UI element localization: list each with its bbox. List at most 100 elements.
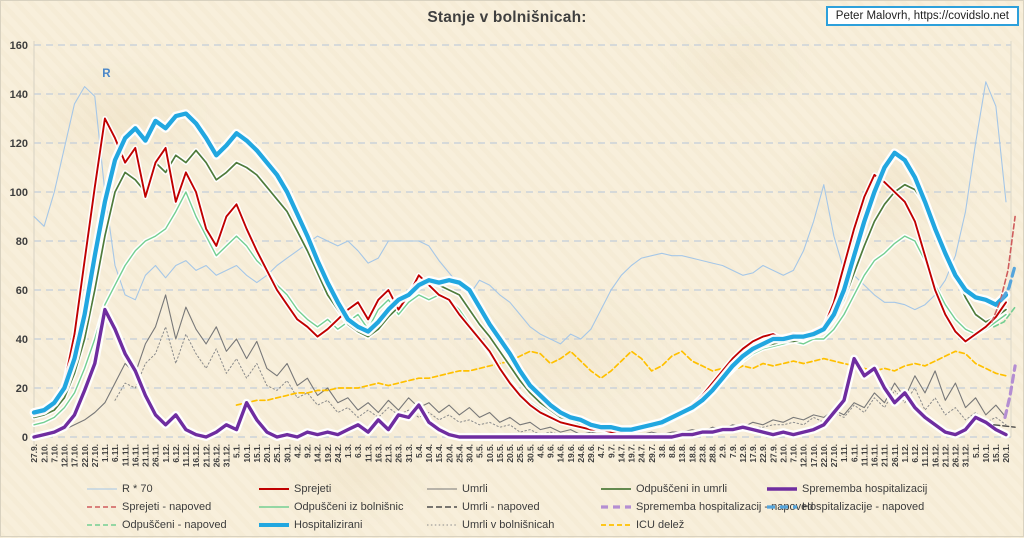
svg-text:23.8.: 23.8. [698, 444, 708, 463]
svg-text:9.2.: 9.2. [303, 444, 313, 458]
legend-swatch-hospitalizirani [259, 523, 289, 527]
svg-text:21.11.: 21.11. [141, 444, 151, 467]
svg-text:4.7.: 4.7. [596, 444, 606, 458]
svg-text:2.9.: 2.9. [718, 444, 728, 458]
svg-text:5.5.: 5.5. [475, 444, 485, 458]
svg-text:15.1.: 15.1. [252, 444, 262, 463]
svg-text:22.9.: 22.9. [758, 444, 768, 463]
legend-label-sprememba_napoved: Sprememba hospitalizacij - napoved [636, 501, 814, 513]
legend-item-icu[interactable]: ICU delež [601, 519, 684, 531]
legend-item-umrli_v_bolnisnicah[interactable]: Umrli v bolnišnicah [427, 519, 554, 531]
legend-swatch-umrli [427, 488, 457, 490]
svg-text:17.10.: 17.10. [70, 444, 80, 467]
series-line-sprejeti_napoved [991, 215, 1016, 323]
svg-text:27.9.: 27.9. [768, 444, 778, 463]
svg-text:60: 60 [16, 285, 28, 297]
svg-text:1.11.: 1.11. [839, 444, 849, 462]
svg-text:4.2.: 4.2. [292, 444, 302, 458]
svg-text:20.5.: 20.5. [505, 444, 515, 463]
svg-text:5.1.: 5.1. [232, 444, 242, 458]
legend-label-icu: ICU delež [636, 519, 685, 531]
svg-text:6.12.: 6.12. [910, 444, 920, 463]
legend-item-sprejeti[interactable]: Sprejeti [259, 483, 331, 495]
svg-text:24.2.: 24.2. [333, 444, 343, 463]
svg-text:21.12.: 21.12. [941, 444, 951, 467]
legend-swatch-umrli_v_bolnisnicah [427, 524, 457, 526]
svg-text:28.8.: 28.8. [708, 444, 718, 463]
svg-text:16.11.: 16.11. [130, 444, 140, 467]
legend-label-r70: R * 70 [122, 483, 153, 495]
svg-text:13.8.: 13.8. [677, 444, 687, 463]
legend-label-odpusceni_napoved: Odpuščeni - napoved [122, 519, 227, 531]
svg-text:29.6.: 29.6. [586, 444, 596, 463]
legend-item-sprememba[interactable]: Sprememba hospitalizacij [767, 483, 927, 495]
svg-text:1.12.: 1.12. [900, 444, 910, 463]
legend-item-hospitalizirani[interactable]: Hospitalizirani [259, 519, 362, 531]
svg-text:6.12.: 6.12. [171, 444, 181, 463]
svg-text:14.7.: 14.7. [617, 444, 627, 463]
svg-text:6.3.: 6.3. [353, 444, 363, 458]
series-glow-sprejeti [31, 116, 1009, 435]
svg-text:24.7.: 24.7. [637, 444, 647, 463]
legend-item-umrli[interactable]: Umrli [427, 483, 488, 495]
svg-text:5.4.: 5.4. [414, 444, 424, 458]
series-line-odpusceni_napoved [993, 306, 1016, 328]
svg-text:20: 20 [16, 383, 28, 395]
chart-title: Stanje v bolnišnicah: [427, 9, 587, 26]
legend-label-umrli_napoved: Umrli - napoved [462, 501, 540, 513]
series-line-hospitalizacije_napoved [1000, 263, 1017, 302]
svg-text:26.12.: 26.12. [951, 444, 961, 467]
legend-item-sprejeti_napoved[interactable]: Sprejeti - napoved [87, 501, 211, 513]
legend-item-odpusceni_in_umrli[interactable]: Odpuščeni in umrli [601, 483, 727, 495]
svg-text:7.10.: 7.10. [789, 444, 799, 463]
svg-text:25.1.: 25.1. [272, 444, 282, 463]
svg-text:2.10.: 2.10. [39, 444, 49, 463]
svg-text:14.6.: 14.6. [556, 444, 566, 463]
svg-text:27.10.: 27.10. [90, 444, 100, 467]
svg-text:7.10.: 7.10. [50, 444, 60, 463]
svg-text:25.4.: 25.4. [454, 444, 464, 463]
legend-item-r70[interactable]: R * 70 [87, 483, 153, 495]
svg-text:140: 140 [10, 89, 28, 101]
legend-item-odpusceni_napoved[interactable]: Odpuščeni - napoved [87, 519, 227, 531]
svg-text:22.10.: 22.10. [80, 444, 90, 467]
legend-label-sprejeti_napoved: Sprejeti - napoved [122, 501, 212, 513]
svg-text:120: 120 [10, 138, 28, 150]
svg-text:20.1.: 20.1. [262, 444, 272, 463]
legend-item-odpusceni_iz_bolnisnic[interactable]: Odpuščeni iz bolnišnic [259, 501, 403, 513]
legend-item-sprememba_napoved[interactable]: Sprememba hospitalizacij - napoved [601, 501, 813, 513]
legend-item-umrli_napoved[interactable]: Umrli - napoved [427, 501, 540, 513]
legend-swatch-sprejeti_napoved [87, 506, 117, 508]
svg-text:29.7.: 29.7. [647, 444, 657, 463]
svg-text:1.3.: 1.3. [343, 444, 353, 458]
svg-text:30.4.: 30.4. [465, 444, 475, 463]
legend-swatch-hospitalizacije_napoved [767, 505, 797, 509]
legend-label-odpusceni_in_umrli: Odpuščeni in umrli [636, 483, 728, 495]
svg-text:20.4.: 20.4. [444, 444, 454, 463]
series-line-sprejeti [33, 117, 1007, 434]
svg-text:21.11.: 21.11. [880, 444, 890, 467]
svg-text:19.2.: 19.2. [323, 444, 333, 463]
series-line-hospitalizirani [31, 111, 1009, 432]
svg-text:12.10.: 12.10. [60, 444, 70, 467]
svg-text:20.1.: 20.1. [1001, 444, 1011, 463]
legend-swatch-odpusceni_iz_bolnisnic [259, 506, 289, 508]
svg-text:2.10.: 2.10. [779, 444, 789, 463]
svg-text:18.8.: 18.8. [687, 444, 697, 463]
svg-text:15.5.: 15.5. [495, 444, 505, 463]
svg-text:16.11.: 16.11. [870, 444, 880, 467]
svg-text:12.10.: 12.10. [799, 444, 809, 467]
legend-item-hospitalizacije_napoved[interactable]: Hospitalizacije - napoved [767, 501, 924, 513]
legend-swatch-r70 [87, 488, 117, 490]
svg-text:80: 80 [16, 236, 28, 248]
legend-swatch-umrli_napoved [427, 506, 457, 508]
svg-text:26.11.: 26.11. [890, 444, 900, 467]
svg-text:15.1.: 15.1. [991, 444, 1001, 463]
legend-swatch-icu [601, 524, 631, 526]
svg-text:9.6.: 9.6. [546, 444, 556, 458]
legend-swatch-odpusceni_in_umrli [601, 488, 631, 490]
legend-swatch-sprejeti [259, 488, 289, 490]
svg-text:4.6.: 4.6. [536, 444, 546, 458]
credit-link[interactable]: Peter Malovrh, https://covidslo.net [825, 6, 1019, 26]
